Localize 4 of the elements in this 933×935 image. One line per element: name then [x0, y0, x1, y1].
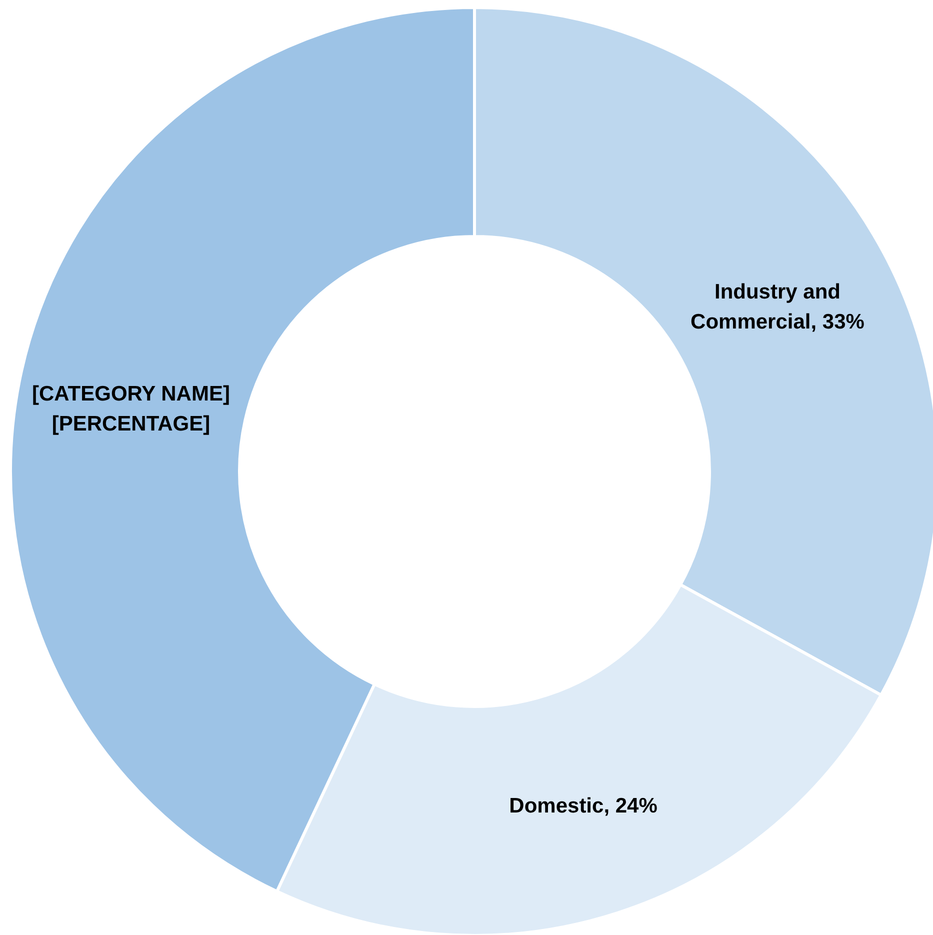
- data-label: [PERCENTAGE]: [52, 412, 210, 436]
- slice-label: Industry and Commercial, 33%: [690, 280, 865, 334]
- slice-label: [CATEGORY NAME]: [32, 382, 230, 406]
- slice-label: Domestic, 24%: [509, 794, 658, 818]
